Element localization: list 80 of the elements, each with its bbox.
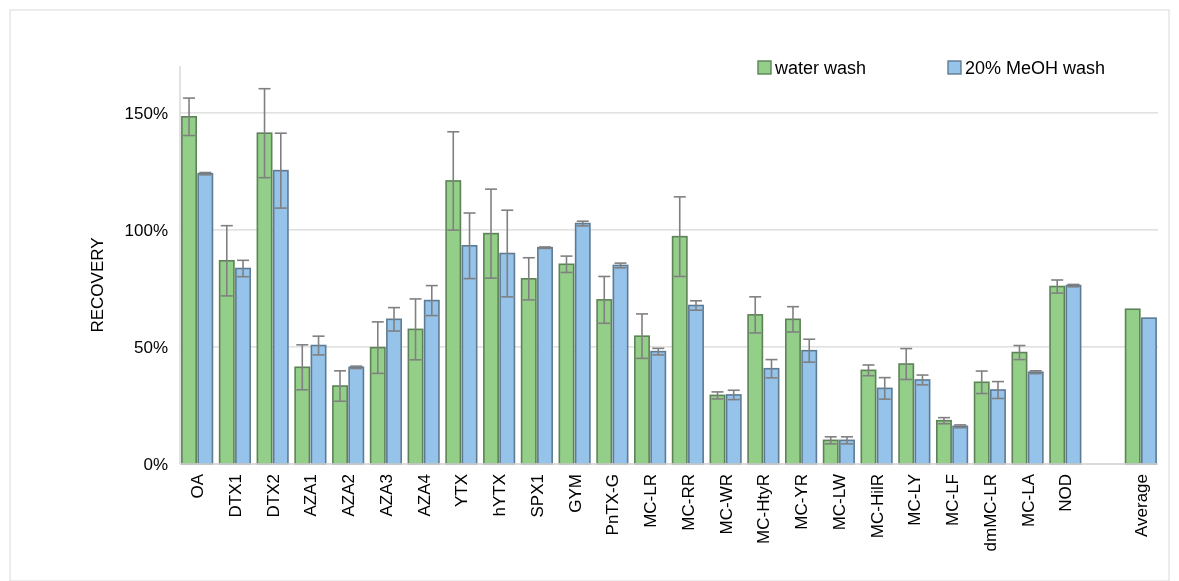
bar	[181, 116, 197, 465]
bar	[310, 344, 327, 465]
x-tick-label: AZA1	[301, 474, 321, 517]
bar	[936, 419, 952, 465]
x-tick-label: SPX1	[527, 474, 547, 518]
bar	[256, 132, 273, 465]
bar	[1049, 285, 1066, 465]
bar	[348, 366, 365, 465]
bar	[634, 335, 650, 465]
bar	[294, 366, 311, 465]
bar	[914, 379, 931, 465]
x-tick-label: hYTX	[490, 474, 510, 517]
x-tick-label: MC-YR	[792, 474, 812, 530]
x-tick-label: MC-LA	[1018, 473, 1038, 527]
x-tick-label: MC-HtyR	[754, 474, 774, 544]
x-tick-label: MC-RR	[678, 474, 698, 531]
x-tick-label: NOD	[1056, 474, 1076, 512]
bar	[973, 381, 990, 465]
bar	[725, 394, 742, 465]
bar	[235, 267, 252, 465]
bar	[197, 172, 214, 465]
bar	[558, 263, 575, 465]
bar	[483, 232, 499, 465]
bar	[952, 425, 969, 465]
bar	[369, 346, 386, 465]
x-tick-label: AZA3	[376, 474, 396, 517]
x-tick-label: GYM	[565, 474, 585, 513]
bar	[445, 180, 462, 465]
x-tick-label: MC-LR	[641, 474, 661, 528]
x-tick-label: Average	[1131, 474, 1151, 538]
bar	[218, 259, 235, 465]
x-tick-label: AZA2	[339, 474, 359, 517]
bar	[876, 387, 893, 465]
x-tick-label: YTX	[452, 474, 472, 508]
x-tick-label: MC-WR	[716, 474, 736, 535]
legend-label: water wash	[774, 58, 867, 79]
bar	[1011, 351, 1028, 465]
bar	[801, 349, 818, 465]
bar	[499, 252, 516, 465]
x-tick-label: DTX2	[263, 474, 283, 518]
bar	[537, 246, 553, 465]
bar	[763, 367, 780, 465]
bar	[990, 389, 1006, 465]
bar	[785, 318, 801, 465]
x-tick-label: MC-HilR	[867, 474, 887, 539]
bar	[650, 350, 667, 465]
bar	[332, 385, 348, 465]
legend-label: 20% MeOH wash	[965, 58, 1106, 79]
bar	[1124, 308, 1141, 465]
bar	[612, 264, 629, 465]
bar	[671, 235, 688, 465]
x-tick-label: MC-LF	[943, 474, 963, 526]
y-axis-title: RECOVERY	[88, 237, 107, 333]
bar	[688, 304, 704, 465]
bar	[1065, 284, 1082, 465]
x-tick-label: AZA4	[414, 474, 434, 517]
bar	[574, 222, 591, 465]
y-tick-label: 100%	[124, 220, 168, 240]
x-tick-label: dmMC-LR	[980, 474, 1000, 552]
bar	[898, 363, 915, 465]
bar	[1027, 371, 1044, 465]
bar	[272, 169, 289, 465]
bar	[709, 394, 726, 465]
x-tick-label: PnTX-G	[603, 474, 623, 536]
bar	[461, 245, 478, 465]
bar	[520, 278, 537, 465]
x-tick-label: MC-LY	[905, 474, 925, 526]
bar	[747, 314, 764, 465]
x-tick-label: OA	[188, 473, 208, 499]
x-tick-label: DTX1	[225, 474, 245, 518]
y-tick-label: 150%	[124, 103, 168, 123]
y-tick-label: 0%	[143, 454, 168, 474]
bar	[596, 299, 613, 465]
x-tick-label: MC-LW	[829, 474, 849, 531]
y-tick-label: 50%	[133, 337, 168, 357]
bar	[860, 369, 877, 465]
bar	[407, 328, 424, 465]
bar	[386, 318, 402, 465]
bar	[423, 299, 440, 465]
bar	[1141, 317, 1157, 465]
